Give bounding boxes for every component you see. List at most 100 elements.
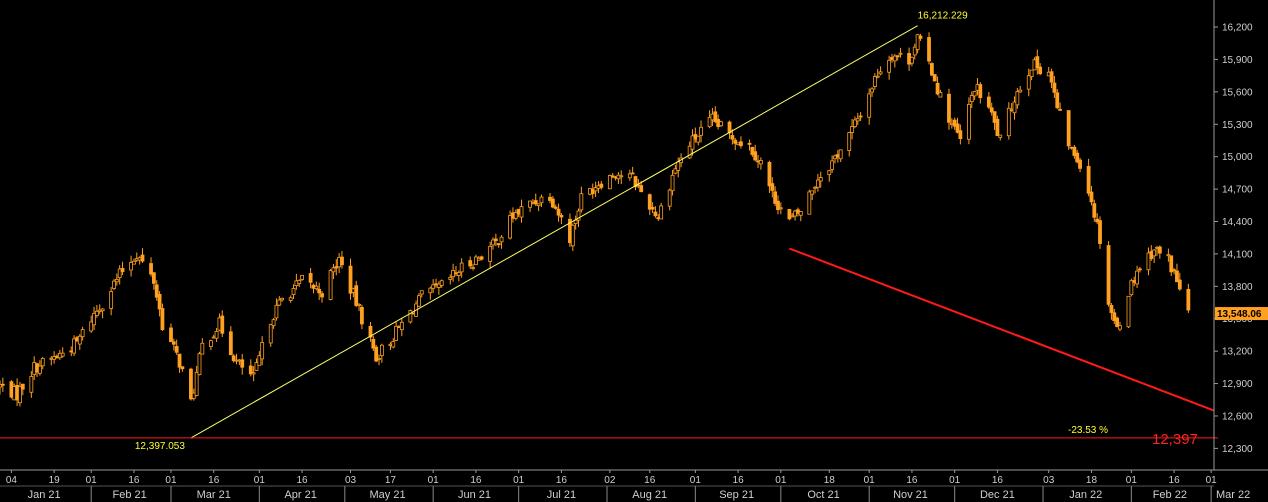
- candle: [699, 120, 703, 143]
- candle: [978, 82, 983, 104]
- candle: [1118, 321, 1122, 332]
- candle: [619, 170, 624, 185]
- candle: [590, 183, 595, 199]
- candle: [630, 166, 635, 175]
- candle: [1112, 308, 1117, 325]
- candle: [248, 359, 253, 377]
- candle: [100, 308, 105, 319]
- candle: [428, 286, 433, 300]
- x-tick-label: 01: [690, 475, 702, 486]
- candle: [747, 139, 752, 151]
- y-tick-label: 16,200: [1222, 23, 1253, 34]
- candle: [320, 291, 324, 303]
- candle: [89, 315, 94, 334]
- candle: [140, 248, 145, 263]
- x-tick-label: 16: [128, 475, 140, 486]
- last-value-marker: 13,548.06: [1215, 307, 1268, 321]
- candle: [154, 280, 159, 301]
- candle: [493, 233, 498, 247]
- candle: [798, 211, 803, 222]
- candle: [570, 223, 575, 251]
- candle: [813, 185, 817, 194]
- candle: [733, 137, 738, 151]
- candle: [208, 339, 213, 351]
- candle: [559, 213, 564, 225]
- candle: [1006, 102, 1011, 140]
- candle: [910, 56, 914, 67]
- candle: [1166, 248, 1171, 262]
- candle: [371, 335, 376, 352]
- candle: [992, 111, 997, 130]
- candle: [254, 358, 259, 371]
- x-tick-label: 16: [297, 475, 309, 486]
- candle: [972, 90, 977, 100]
- month-label: Feb 21: [113, 489, 147, 501]
- candle: [947, 88, 951, 130]
- candle: [268, 323, 273, 347]
- candle: [892, 53, 897, 68]
- candle: [92, 306, 96, 330]
- candle: [399, 317, 404, 337]
- candle: [1152, 249, 1157, 263]
- candle: [391, 338, 396, 349]
- candle: [758, 157, 763, 170]
- candle: [448, 274, 453, 285]
- candle: [989, 102, 994, 116]
- candle: [1177, 272, 1182, 291]
- y-tick-label: 13,200: [1222, 347, 1253, 358]
- candle: [1072, 144, 1077, 159]
- x-tick-label: 18: [1086, 475, 1098, 486]
- candle: [610, 173, 615, 179]
- candle: [867, 88, 872, 125]
- y-tick-label: 15,300: [1222, 120, 1253, 131]
- candle: [650, 202, 655, 214]
- y-tick-label: 14,400: [1222, 217, 1253, 228]
- percent-change-label: -23.53 %: [1068, 425, 1108, 436]
- candle: [770, 177, 775, 198]
- candle: [553, 204, 558, 210]
- candle: [815, 173, 820, 192]
- candle: [474, 254, 478, 266]
- candle: [1098, 216, 1102, 249]
- candle: [713, 106, 718, 124]
- candle: [194, 365, 199, 397]
- candle: [149, 257, 153, 277]
- candle: [918, 33, 923, 41]
- level-value-label: 12,397: [1152, 431, 1198, 448]
- candle: [1075, 149, 1080, 164]
- candle: [291, 284, 296, 300]
- candle: [257, 351, 262, 366]
- candle: [1086, 158, 1091, 197]
- candle: [80, 326, 85, 341]
- candle: [790, 213, 795, 218]
- month-label: May 21: [370, 489, 406, 501]
- candle: [1172, 268, 1177, 275]
- x-tick-label: 16: [470, 475, 482, 486]
- month-label: Nov 21: [893, 489, 928, 501]
- candle: [231, 354, 236, 363]
- x-tick-label: 01: [864, 475, 876, 486]
- candle: [850, 118, 854, 140]
- candle: [459, 258, 464, 278]
- candle: [1106, 241, 1111, 307]
- candle: [1038, 63, 1043, 76]
- month-label: Oct 21: [807, 489, 839, 501]
- candle: [60, 347, 65, 358]
- candle: [958, 124, 963, 145]
- candle: [0, 377, 5, 392]
- candle: [707, 110, 712, 129]
- candle: [174, 339, 179, 355]
- candle: [887, 55, 892, 80]
- candle: [750, 146, 755, 157]
- candle: [496, 243, 501, 248]
- candle: [830, 155, 835, 173]
- x-tick-label: 01: [86, 475, 98, 486]
- candle: [479, 255, 484, 261]
- x-tick-label: 16: [1169, 475, 1181, 486]
- candle: [151, 271, 156, 290]
- x-axis-months: Jan 21 Feb 21 Mar 21 Apr 21 May 21 Jun 21 Jul …: [28, 486, 1250, 502]
- candle: [599, 180, 604, 190]
- candle: [1026, 68, 1031, 97]
- y-tick-label: 15,600: [1222, 87, 1253, 98]
- candle: [354, 280, 359, 308]
